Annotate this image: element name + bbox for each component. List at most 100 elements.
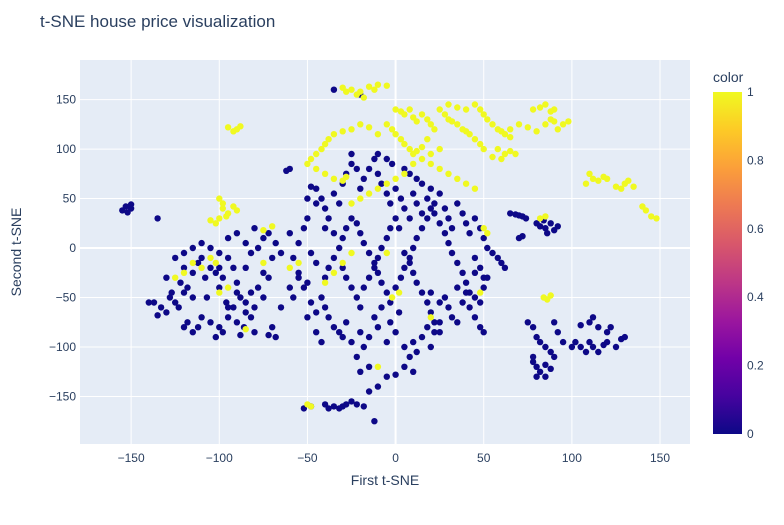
scatter-point (547, 292, 554, 299)
scatter-point (431, 319, 438, 326)
scatter-point (265, 230, 272, 237)
scatter-point (544, 230, 551, 237)
scatter-point (577, 322, 584, 329)
scatter-point (172, 299, 179, 306)
scatter-point (582, 180, 590, 187)
scatter-point (202, 274, 209, 281)
scatter-point (212, 220, 219, 227)
scatter-point (436, 190, 443, 197)
scatter-point (401, 170, 408, 177)
scatter-point (413, 234, 420, 242)
scatter-point (586, 170, 593, 177)
scatter-point (427, 289, 434, 296)
scatter-point (172, 274, 179, 281)
scatter-point (383, 190, 390, 197)
scatter-point (233, 279, 241, 286)
scatter-point (330, 324, 338, 331)
scatter-point (251, 329, 258, 336)
scatter-point (427, 160, 434, 168)
scatter-point (269, 324, 276, 331)
y-tick-label: −150 (49, 389, 76, 403)
scatter-point (462, 106, 470, 113)
scatter-point (348, 215, 355, 222)
scatter-point (515, 121, 523, 128)
scatter-point (157, 304, 165, 311)
scatter-point (336, 244, 343, 252)
scatter-point (395, 289, 403, 296)
scatter-point (406, 254, 413, 262)
scatter-point (353, 294, 360, 301)
scatter-point (436, 329, 443, 336)
scatter-point (586, 338, 593, 346)
scatter-point (286, 165, 293, 173)
scatter-point (321, 279, 329, 286)
scatter-point (154, 215, 161, 222)
scatter-point (413, 200, 420, 207)
data-points (119, 81, 660, 425)
scatter-point (295, 259, 302, 267)
scatter-point (295, 239, 302, 247)
scatter-point (427, 343, 434, 351)
scatter-point (559, 121, 567, 128)
scatter-point (223, 299, 230, 306)
scatter-point (336, 200, 343, 207)
scatter-point (357, 368, 364, 375)
scatter-point (360, 94, 367, 101)
scatter-point (387, 319, 394, 326)
scatter-point (595, 324, 602, 331)
scatter-point (180, 264, 188, 271)
scatter-point (304, 279, 311, 286)
scatter-point (365, 388, 373, 395)
scatter-point (410, 368, 417, 375)
scatter-point (612, 343, 620, 351)
scatter-point (630, 183, 637, 190)
scatter-point (212, 259, 219, 267)
scatter-point (343, 225, 350, 232)
scatter-point (318, 145, 325, 153)
scatter-point (175, 304, 182, 311)
y-tick-label: 150 (56, 93, 76, 107)
scatter-point (448, 225, 456, 232)
scatter-point (265, 274, 272, 281)
scatter-point (348, 398, 355, 405)
scatter-point (507, 210, 514, 217)
scatter-point (365, 190, 373, 197)
colorbar (713, 92, 742, 434)
scatter-point (418, 289, 426, 296)
scatter-point (568, 343, 576, 351)
scatter-point (360, 175, 367, 182)
scatter-point (330, 403, 338, 410)
scatter-point (501, 150, 509, 158)
scatter-point (203, 294, 211, 301)
scatter-point (233, 230, 241, 237)
scatter-point (454, 259, 461, 267)
scatter-point (353, 220, 360, 227)
scatter-point (223, 213, 230, 220)
scatter-point (219, 205, 226, 212)
scatter-point (582, 348, 590, 356)
scatter-point (401, 264, 408, 271)
scatter-point (406, 106, 413, 113)
y-tick-label: −50 (56, 291, 77, 305)
scatter-point (343, 274, 350, 281)
scatter-point (286, 264, 293, 271)
scatter-point (536, 223, 544, 230)
scatter-point (392, 329, 399, 336)
scatter-point (348, 284, 355, 291)
scatter-point (216, 264, 223, 271)
scatter-point (410, 160, 417, 168)
scatter-point (427, 205, 434, 212)
scatter-point (418, 225, 426, 232)
grid-lines (80, 60, 690, 444)
scatter-point (392, 185, 399, 192)
scatter-point (233, 319, 241, 326)
scatter-point (392, 215, 399, 222)
scatter-point (383, 155, 390, 163)
scatter-point (618, 185, 625, 192)
scatter-point (180, 324, 188, 331)
scatter-point (445, 304, 452, 311)
scatter-point (304, 314, 311, 321)
scatter-point (477, 106, 484, 113)
scatter-point (307, 299, 315, 306)
scatter-point (224, 124, 232, 131)
